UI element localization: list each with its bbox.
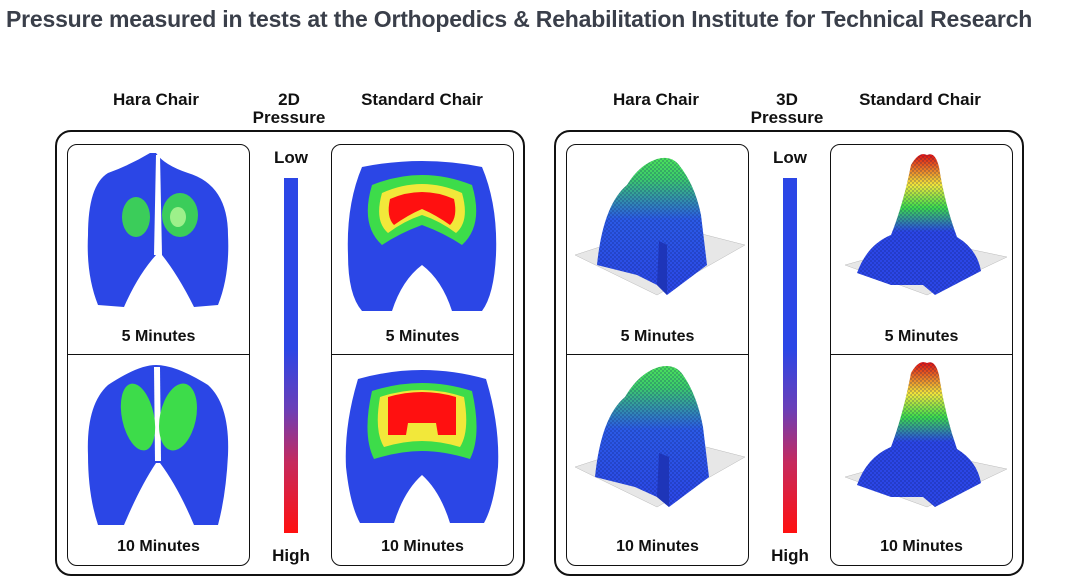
hara-chair-label-3d: Hara Chair xyxy=(613,90,699,109)
standard-chair-label-2d: Standard Chair xyxy=(361,90,483,109)
hara-3d-5min-cell: 5 Minutes xyxy=(567,145,748,355)
hara-3d-10min-surface xyxy=(574,366,746,508)
hara-2d-10min-map xyxy=(87,365,229,525)
pressure-3d-group: 5 Minutes 10 Minutes Low High 5 Minutes xyxy=(554,130,1024,576)
cell-label: 5 Minutes xyxy=(620,328,695,345)
cell-label: 10 Minutes xyxy=(880,538,963,555)
cell-label: 10 Minutes xyxy=(616,538,699,555)
mode-line1: 3D xyxy=(776,90,798,109)
standard-2d-10min-map xyxy=(345,370,499,523)
cell-label: 5 Minutes xyxy=(121,328,196,345)
mode-label-2d: 2D Pressure xyxy=(244,91,334,127)
mode-line2: Pressure xyxy=(750,108,824,127)
pressure-2d-group: 5 Minutes 10 Minutes Low High 5 Minutes xyxy=(55,130,525,576)
standard-2d-10min-cell: 10 Minutes xyxy=(332,355,513,564)
hara-chair-3d-panel: 5 Minutes 10 Minutes xyxy=(566,144,749,566)
cell-label: 5 Minutes xyxy=(884,328,959,345)
hara-2d-5min-map xyxy=(87,153,229,307)
scale-low-label: Low xyxy=(274,148,308,167)
standard-3d-5min-surface xyxy=(844,154,1008,296)
cell-label: 5 Minutes xyxy=(385,328,460,345)
hara-2d-5min-cell: 5 Minutes xyxy=(68,145,249,355)
hara-3d-5min-surface xyxy=(574,157,746,296)
standard-3d-10min-surface xyxy=(844,362,1008,508)
standard-2d-5min-map xyxy=(347,161,497,311)
standard-chair-3d-panel: 5 Minutes 10 Minutes xyxy=(830,144,1013,566)
pressure-scale-bar xyxy=(284,178,298,533)
standard-2d-5min-cell: 5 Minutes xyxy=(332,145,513,355)
hara-2d-10min-cell: 10 Minutes xyxy=(68,355,249,564)
hara-3d-10min-cell: 10 Minutes xyxy=(567,355,748,564)
standard-3d-10min-cell: 10 Minutes xyxy=(831,355,1012,564)
mode-label-3d: 3D Pressure xyxy=(742,91,832,127)
cell-label: 10 Minutes xyxy=(117,538,200,555)
page-title: Pressure measured in tests at the Orthop… xyxy=(6,6,1033,32)
scale-low-label: Low xyxy=(773,148,807,167)
mode-line2: Pressure xyxy=(252,108,326,127)
pressure-scale-bar xyxy=(783,178,797,533)
scale-high-label: High xyxy=(771,546,809,565)
standard-3d-5min-cell: 5 Minutes xyxy=(831,145,1012,355)
standard-chair-2d-panel: 5 Minutes 10 Minutes xyxy=(331,144,514,566)
scale-high-label: High xyxy=(272,546,310,565)
mode-line1: 2D xyxy=(278,90,300,109)
hara-chair-label-2d: Hara Chair xyxy=(113,90,199,109)
standard-chair-label-3d: Standard Chair xyxy=(859,90,981,109)
cell-label: 10 Minutes xyxy=(381,538,464,555)
hara-chair-2d-panel: 5 Minutes 10 Minutes xyxy=(67,144,250,566)
